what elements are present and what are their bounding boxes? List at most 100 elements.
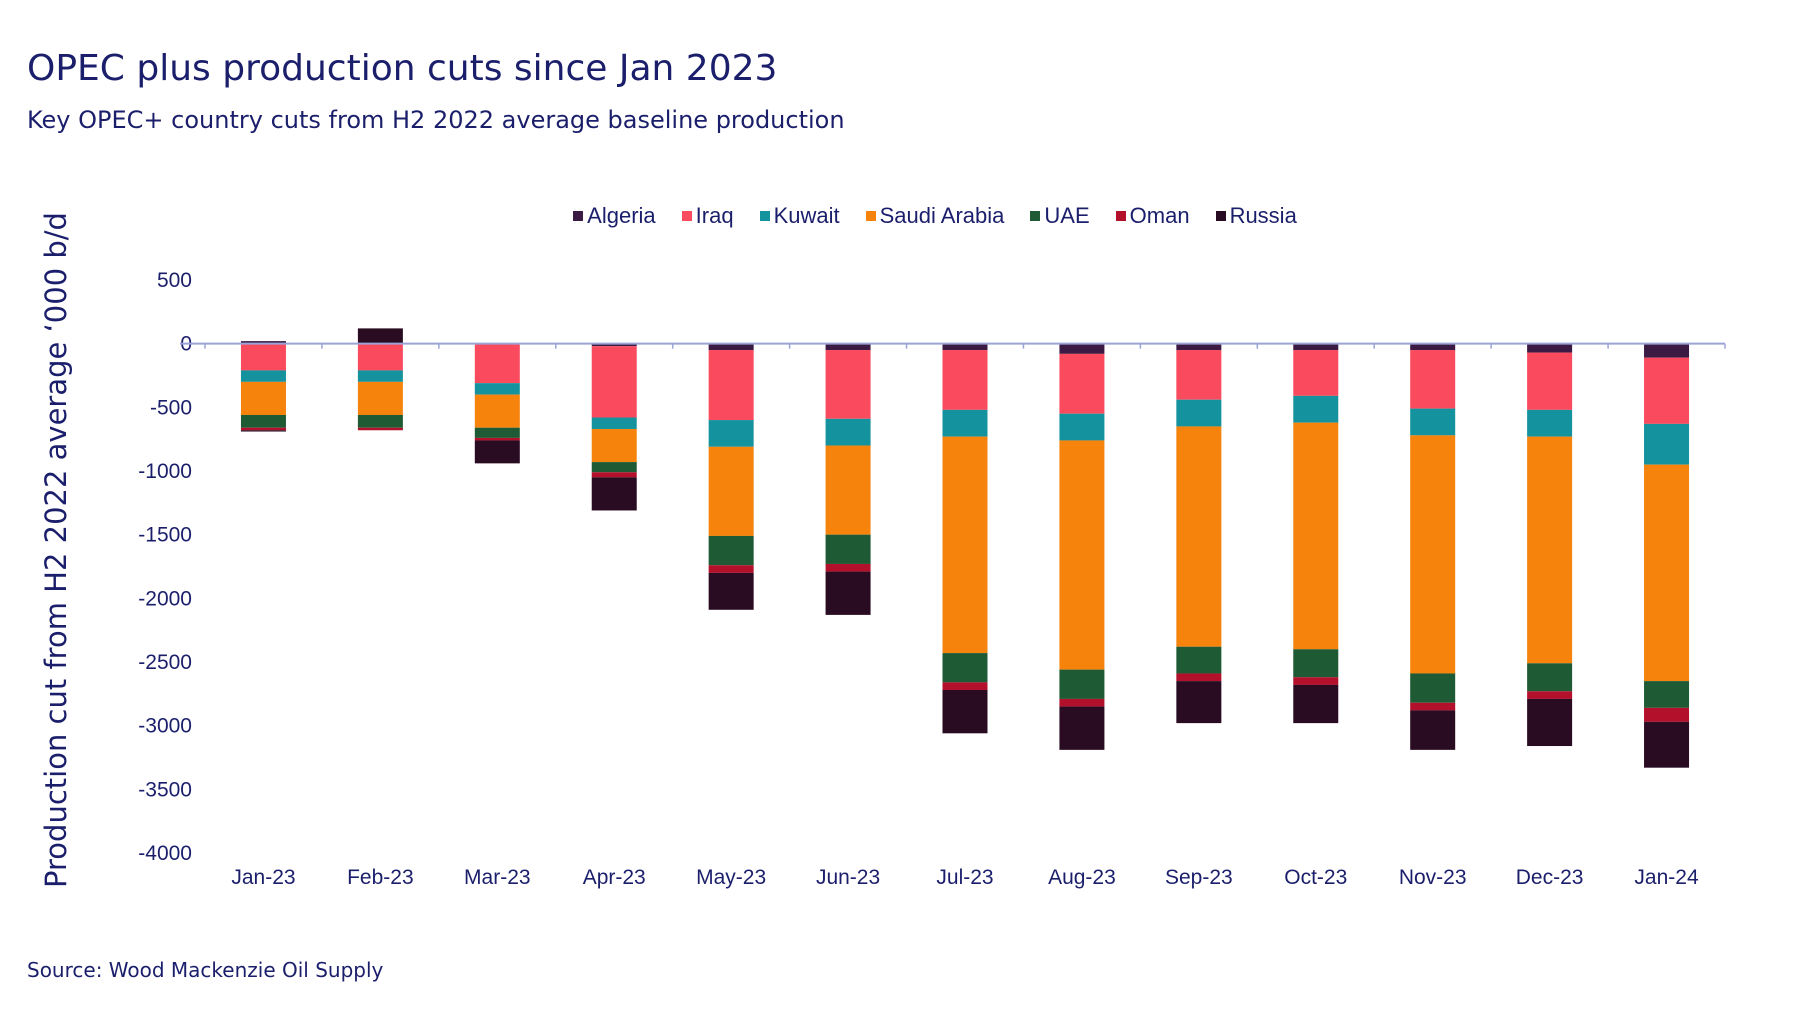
bar-segment-kuwait [942,409,988,437]
x-tick-label: Jun-23 [816,866,880,889]
legend-swatch [1030,211,1041,221]
bar-segment-algeria [942,343,988,351]
x-tick-label: Dec-23 [1516,866,1584,889]
bar-segment-oman [240,427,286,431]
legend-item-algeria: Algeria [573,203,656,229]
bar-segment-algeria [1410,343,1456,351]
bar-segment-oman [1293,677,1339,685]
bar-segment-kuwait [474,383,520,395]
y-tick-label: -1000 [138,460,192,483]
bar-segment-uae [474,427,520,438]
bar-segment-saudi-arabia [1527,436,1573,664]
bar-segment-russia [942,690,988,734]
bar-segment-saudi-arabia [825,445,871,535]
bar-segment-russia [591,477,637,511]
bar-segment-iraq [1176,350,1222,400]
bar-segment-kuwait [1059,413,1105,441]
bar-segment-iraq [1410,350,1456,409]
bar-segment-uae [1176,646,1222,674]
legend-item-uae: UAE [1030,203,1090,229]
x-tick-label: Oct-23 [1284,866,1347,889]
bar-segment-russia [1059,706,1105,750]
bar-segment-oman [942,682,988,691]
bar-segment-kuwait [1293,395,1339,423]
bar-segment-saudi-arabia [1410,435,1456,674]
bar-segment-russia [1176,681,1222,724]
bar-segment-algeria [240,341,286,344]
bar-segment-oman [825,563,871,572]
x-tick-label: Jul-23 [936,866,993,889]
x-tick-label: May-23 [696,866,766,889]
bar-segment-oman [1527,691,1573,699]
source-note: Source: Wood Mackenzie Oil Supply [27,958,384,982]
legend-label: Algeria [587,203,656,228]
y-tick-label: -3500 [138,778,192,801]
y-tick-label: -4000 [138,842,192,865]
bar-segment-saudi-arabia [942,436,988,654]
legend-swatch [681,211,692,221]
y-tick-label: -2500 [138,651,192,674]
bar-segment-uae [708,535,754,566]
bar-segment-kuwait [708,420,754,447]
bar-segment-oman [1176,673,1222,682]
x-tick-label: Aug-23 [1048,866,1116,889]
bar-segment-russia [825,571,871,615]
y-tick-label: -3000 [138,715,192,738]
y-tick-label: -1500 [138,524,192,547]
y-tick-label: 500 [157,269,192,292]
bar-segment-iraq [708,350,754,421]
x-tick-label: Feb-23 [347,866,414,889]
bar-segment-kuwait [1176,399,1222,427]
x-tick-label: Sep-23 [1165,866,1233,889]
bar-segment-uae [1059,669,1105,699]
legend-label: Saudi Arabia [879,203,1005,228]
legend-label: Russia [1229,203,1297,228]
bar-segment-saudi-arabia [708,446,754,536]
bar-segment-kuwait [1410,408,1456,436]
bar-segment-iraq [1527,352,1573,410]
bar-segment-uae [1527,663,1573,692]
bar-segment-russia [357,328,403,344]
legend-swatch [1215,211,1226,221]
bar-segment-oman [708,565,754,573]
legend-item-oman: Oman [1115,203,1190,229]
legend-label: Iraq [695,203,734,228]
x-tick-label: Nov-23 [1399,866,1467,889]
legend-label: Oman [1129,203,1190,228]
bar-segment-iraq [591,346,637,418]
bar-segment-algeria [825,343,871,351]
bar-segment-uae [1644,681,1690,708]
x-tick-label: Mar-23 [464,866,531,889]
bar-segment-algeria [1527,343,1573,353]
legend-label: UAE [1044,203,1090,228]
chart-subtitle: Key OPEC+ country cuts from H2 2022 aver… [27,106,845,134]
bar-segment-oman [591,472,637,478]
legend-swatch [1115,211,1126,221]
bar-segment-uae [825,534,871,564]
bar-segment-iraq [357,343,403,371]
bar-segment-oman [357,427,403,431]
bar-segment-uae [240,414,286,428]
bar-segment-russia [240,430,286,432]
bar-segment-kuwait [825,418,871,446]
bar-segment-russia [708,572,754,610]
y-tick-label: -500 [150,396,192,419]
bar-segment-algeria [708,343,754,351]
bar-segment-saudi-arabia [1176,426,1222,647]
bar-segment-saudi-arabia [1059,440,1105,670]
bar-segment-oman [1059,698,1105,707]
bar-segment-algeria [1176,343,1222,351]
bar-segment-iraq [1059,353,1105,414]
bar-segment-iraq [1644,357,1690,424]
bar-segment-uae [357,414,403,428]
bar-segment-uae [942,653,988,683]
chart-legend: Algeria Iraq Kuwait Saudi Arabia UAE Oman Russ… [0,203,1800,229]
x-tick-label: Jan-24 [1634,866,1699,889]
bar-segment-algeria [591,343,637,347]
chart-title: OPEC plus production cuts since Jan 2023 [27,48,778,89]
y-tick-label: -2000 [138,587,192,610]
bar-segment-iraq [240,343,286,371]
x-tick-label: Jan-23 [231,866,295,889]
bar-segment-saudi-arabia [1644,464,1690,682]
legend-label: Kuwait [773,203,840,228]
